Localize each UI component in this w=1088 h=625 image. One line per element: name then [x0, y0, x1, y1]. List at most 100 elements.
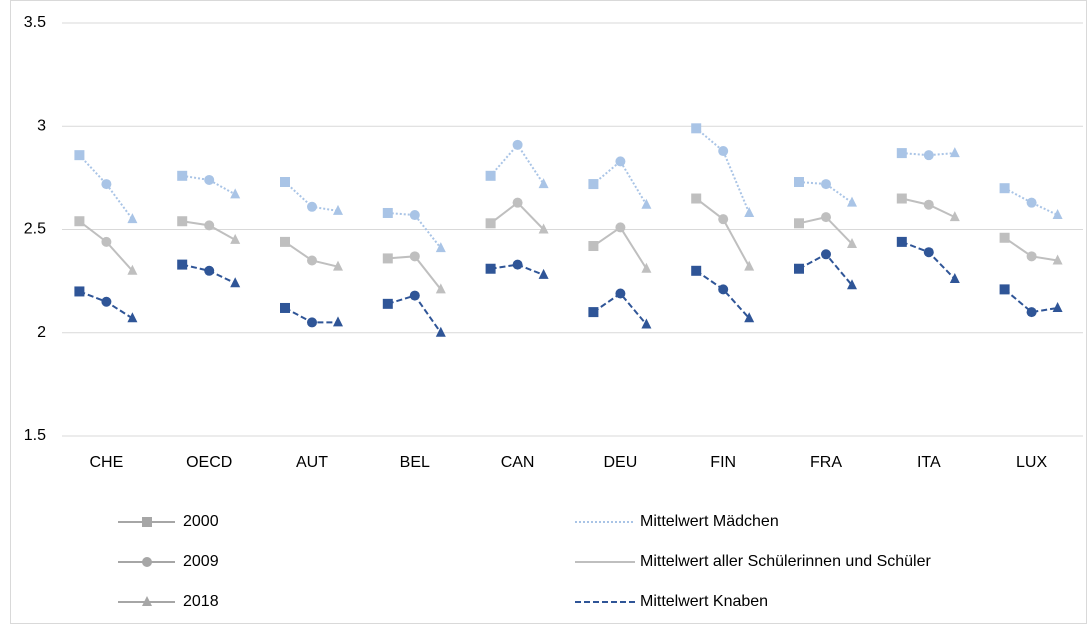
marker-circle — [307, 317, 317, 328]
series-line — [1003, 288, 1058, 314]
marker-square — [794, 218, 804, 229]
marker-circle — [923, 150, 934, 161]
marker-circle — [512, 139, 523, 150]
marker-square — [74, 216, 85, 227]
marker-triangle — [1052, 301, 1063, 312]
marker-square — [691, 265, 702, 276]
marker-triangle — [435, 283, 446, 294]
marker-circle — [923, 199, 934, 210]
marker-triangle — [641, 262, 652, 273]
marker-triangle — [333, 204, 343, 215]
marker-triangle — [435, 242, 446, 253]
series-line — [592, 226, 648, 270]
marker-triangle — [744, 260, 755, 271]
marker-square — [896, 193, 907, 204]
series-line — [695, 269, 750, 319]
marker-circle — [101, 296, 112, 307]
marker-triangle — [435, 326, 446, 337]
marker-triangle — [1052, 209, 1063, 220]
marker-triangle — [1052, 254, 1063, 265]
y-tick-label: 3 — [37, 117, 46, 134]
marker-square — [74, 150, 85, 161]
series-line — [1004, 187, 1059, 216]
marker-square — [382, 298, 393, 309]
marker-triangle — [949, 211, 960, 222]
marker-square — [280, 302, 290, 313]
marker-triangle — [538, 268, 549, 279]
legend-label: Mittelwert Knaben — [640, 593, 768, 610]
marker-circle — [142, 557, 152, 567]
marker-square — [999, 183, 1010, 194]
marker-square — [142, 517, 152, 527]
marker-square — [177, 170, 188, 181]
x-tick-label: BEL — [400, 454, 430, 471]
marker-triangle — [641, 198, 652, 209]
marker-circle — [409, 210, 420, 221]
marker-triangle — [127, 312, 138, 323]
marker-triangle — [127, 213, 138, 224]
marker-circle — [101, 236, 112, 247]
marker-square — [999, 284, 1010, 295]
marker-circle — [307, 201, 317, 212]
y-tick-label: 2.5 — [24, 221, 46, 238]
marker-square — [896, 148, 907, 159]
marker-square — [177, 216, 188, 227]
chart-border — [10, 0, 1087, 624]
x-tick-label: ITA — [917, 454, 941, 471]
marker-circle — [1026, 197, 1037, 208]
marker-triangle — [847, 196, 857, 207]
marker-triangle — [333, 316, 343, 327]
marker-triangle — [538, 223, 549, 234]
marker-circle — [101, 179, 112, 190]
marker-square — [588, 241, 599, 252]
series-line — [798, 181, 853, 204]
marker-circle — [615, 288, 626, 299]
y-tick-label: 3.5 — [24, 14, 46, 31]
marker-square — [691, 123, 702, 134]
marker-triangle — [847, 237, 857, 248]
series-line — [182, 174, 236, 196]
marker-triangle — [744, 312, 755, 323]
marker-square — [485, 170, 496, 181]
series-line — [78, 154, 134, 220]
marker-triangle — [230, 277, 241, 288]
marker-triangle — [744, 206, 755, 217]
x-tick-label: LUX — [1016, 454, 1047, 471]
series-line — [695, 127, 751, 214]
marker-circle — [718, 284, 729, 295]
y-tick-label: 1.5 — [24, 427, 46, 444]
marker-triangle — [230, 233, 241, 244]
marker-triangle — [641, 318, 652, 329]
marker-square — [691, 193, 702, 204]
marker-circle — [512, 259, 523, 270]
marker-square — [485, 218, 496, 229]
x-tick-label: CAN — [501, 454, 535, 471]
marker-square — [177, 259, 188, 270]
marker-triangle — [333, 260, 343, 271]
marker-triangle — [847, 279, 857, 290]
marker-square — [280, 177, 290, 188]
marker-circle — [718, 146, 729, 157]
marker-circle — [204, 174, 215, 185]
series-line — [695, 197, 751, 268]
marker-triangle — [127, 264, 138, 275]
marker-circle — [821, 179, 831, 190]
legend-label: 2000 — [183, 513, 219, 530]
marker-square — [74, 286, 85, 297]
marker-square — [382, 253, 393, 264]
marker-circle — [615, 222, 626, 233]
x-tick-label: FIN — [710, 454, 736, 471]
marker-triangle — [142, 596, 152, 606]
x-tick-label: AUT — [296, 454, 328, 471]
y-tick-label: 2 — [37, 324, 46, 341]
x-tick-label: DEU — [604, 454, 638, 471]
legend-label: 2009 — [183, 553, 219, 570]
marker-circle — [821, 212, 831, 223]
marker-square — [999, 232, 1010, 243]
marker-circle — [923, 247, 934, 258]
marker-circle — [1026, 307, 1037, 318]
series-line — [387, 211, 442, 249]
marker-triangle — [230, 188, 241, 199]
marker-square — [280, 236, 290, 247]
